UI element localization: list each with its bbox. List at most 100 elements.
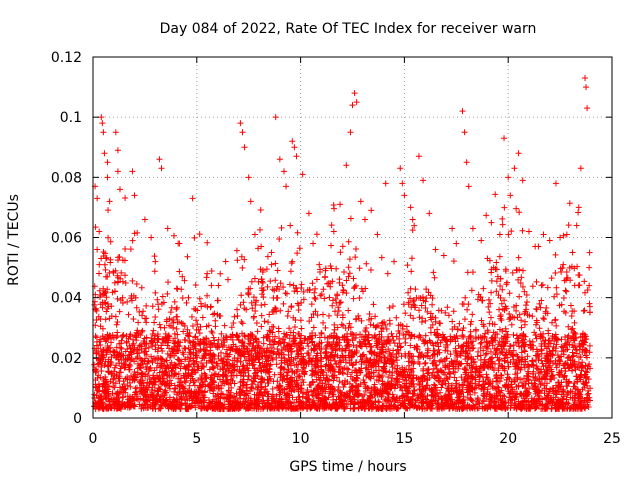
roti-point-dense-1238 <box>156 321 163 328</box>
roti-point-dense-2078 <box>252 299 259 306</box>
roti-point-dense-1768 <box>127 357 134 364</box>
roti-point-dense-2306 <box>111 368 118 375</box>
roti-point-dense-1762 <box>151 253 158 260</box>
roti-point-0-1 <box>94 195 101 202</box>
roti-point-dense-2585 <box>581 278 588 285</box>
roti-point-0-16 <box>131 192 138 199</box>
roti-point-dense-4086 <box>258 323 265 330</box>
roti-point-0-106 <box>586 282 593 289</box>
roti-point-0-60 <box>368 207 375 214</box>
roti-point-dense-2582 <box>513 307 520 314</box>
roti-point-0-90 <box>515 150 522 157</box>
roti-point-dense-966 <box>316 334 323 341</box>
roti-point-dense-3855 <box>318 329 325 336</box>
roti-point-dense-4875 <box>297 317 304 324</box>
roti-point-dense-2606 <box>328 242 335 249</box>
roti-point-dense-4464 <box>284 312 291 319</box>
roti-point-dense-1726 <box>488 269 495 276</box>
roti-point-dense-2221 <box>424 392 431 399</box>
roti-point-dense-2256 <box>481 356 488 363</box>
roti-point-dense-3190 <box>379 343 386 350</box>
roti-point-dense-589 <box>411 222 418 229</box>
roti-point-dense-411 <box>170 232 177 239</box>
roti-point-dense-3294 <box>99 333 106 340</box>
roti-point-dense-2750 <box>166 385 173 392</box>
roti-point-dense-453 <box>548 275 555 282</box>
roti-point-0-2 <box>94 246 101 253</box>
roti-point-dense-323 <box>133 281 140 288</box>
roti-point-dense-159 <box>184 253 191 260</box>
roti-point-dense-1197 <box>277 280 284 287</box>
roti-point-dense-3436 <box>240 299 247 306</box>
roti-point-dense-2160 <box>116 308 123 315</box>
roti-point-dense-3355 <box>323 396 330 403</box>
roti-point-dense-2839 <box>569 388 576 395</box>
roti-point-dense-1976 <box>143 319 150 326</box>
roti-point-dense-1899 <box>271 287 278 294</box>
roti-point-dense-3189 <box>341 365 348 372</box>
roti-point-dense-275 <box>245 340 252 347</box>
roti-point-dense-2070 <box>196 330 203 337</box>
roti-point-dense-2951 <box>137 365 144 372</box>
roti-point-dense-1195 <box>336 378 343 385</box>
roti-point-dense-3145 <box>425 399 432 406</box>
roti-point-dense-846 <box>306 318 313 325</box>
roti-data-markers <box>91 75 594 412</box>
roti-point-dense-353 <box>103 254 110 261</box>
roti-point-0-89 <box>511 165 518 172</box>
roti-point-dense-3455 <box>114 329 121 336</box>
roti-point-dense-3431 <box>422 298 429 305</box>
roti-point-dense-1047 <box>234 306 241 313</box>
roti-point-0-67 <box>401 192 408 199</box>
roti-point-dense-2100 <box>91 395 98 402</box>
roti-point-0-96 <box>552 180 559 187</box>
roti-point-dense-258 <box>261 301 268 308</box>
roti-point-dense-1868 <box>171 388 178 395</box>
roti-point-dense-946 <box>267 328 274 335</box>
roti-point-dense-287 <box>113 362 120 369</box>
roti-point-dense-1996 <box>196 295 203 302</box>
roti-point-dense-2919 <box>366 311 373 318</box>
roti-point-dense-4655 <box>112 288 119 295</box>
roti-point-0-7 <box>101 150 108 157</box>
roti-point-dense-1928 <box>269 356 276 363</box>
roti-point-dense-4157 <box>257 206 264 213</box>
roti-point-dense-3836 <box>352 245 359 252</box>
roti-point-dense-4512 <box>334 292 341 299</box>
roti-point-dense-4822 <box>239 320 246 327</box>
roti-point-dense-3412 <box>374 387 381 394</box>
roti-point-dense-2394 <box>464 394 471 401</box>
roti-point-dense-4831 <box>102 266 109 273</box>
roti-point-dense-842 <box>237 301 244 308</box>
roti-point-dense-3058 <box>537 333 544 340</box>
roti-point-dense-3913 <box>345 307 352 314</box>
roti-point-dense-222 <box>174 331 181 338</box>
roti-point-dense-1923 <box>272 277 279 284</box>
roti-point-dense-2887 <box>179 349 186 356</box>
roti-point-dense-1587 <box>484 327 491 334</box>
roti-point-dense-2107 <box>329 297 336 304</box>
roti-point-dense-1729 <box>487 300 494 307</box>
roti-point-0-38 <box>272 114 279 121</box>
roti-point-dense-1757 <box>339 311 346 318</box>
roti-point-dense-1826 <box>333 374 340 381</box>
roti-point-dense-3481 <box>433 361 440 368</box>
roti-point-dense-1192 <box>234 333 241 340</box>
roti-point-dense-2983 <box>324 280 331 287</box>
roti-point-0-20 <box>156 156 163 163</box>
roti-point-dense-1105 <box>497 282 504 289</box>
roti-point-dense-2702 <box>513 267 520 274</box>
roti-point-dense-2557 <box>149 303 156 310</box>
roti-point-dense-1786 <box>432 318 439 325</box>
roti-point-dense-234 <box>217 349 224 356</box>
roti-point-dense-3853 <box>295 306 302 313</box>
roti-point-dense-3344 <box>238 292 245 299</box>
roti-point-dense-3372 <box>132 385 139 392</box>
roti-point-dense-2675 <box>304 340 311 347</box>
roti-point-dense-3411 <box>518 274 525 281</box>
roti-point-dense-3016 <box>141 397 148 404</box>
roti-point-dense-4562 <box>412 286 419 293</box>
roti-point-0-40 <box>280 168 287 175</box>
roti-point-dense-2149 <box>234 312 241 319</box>
roti-point-0-24 <box>179 273 186 280</box>
